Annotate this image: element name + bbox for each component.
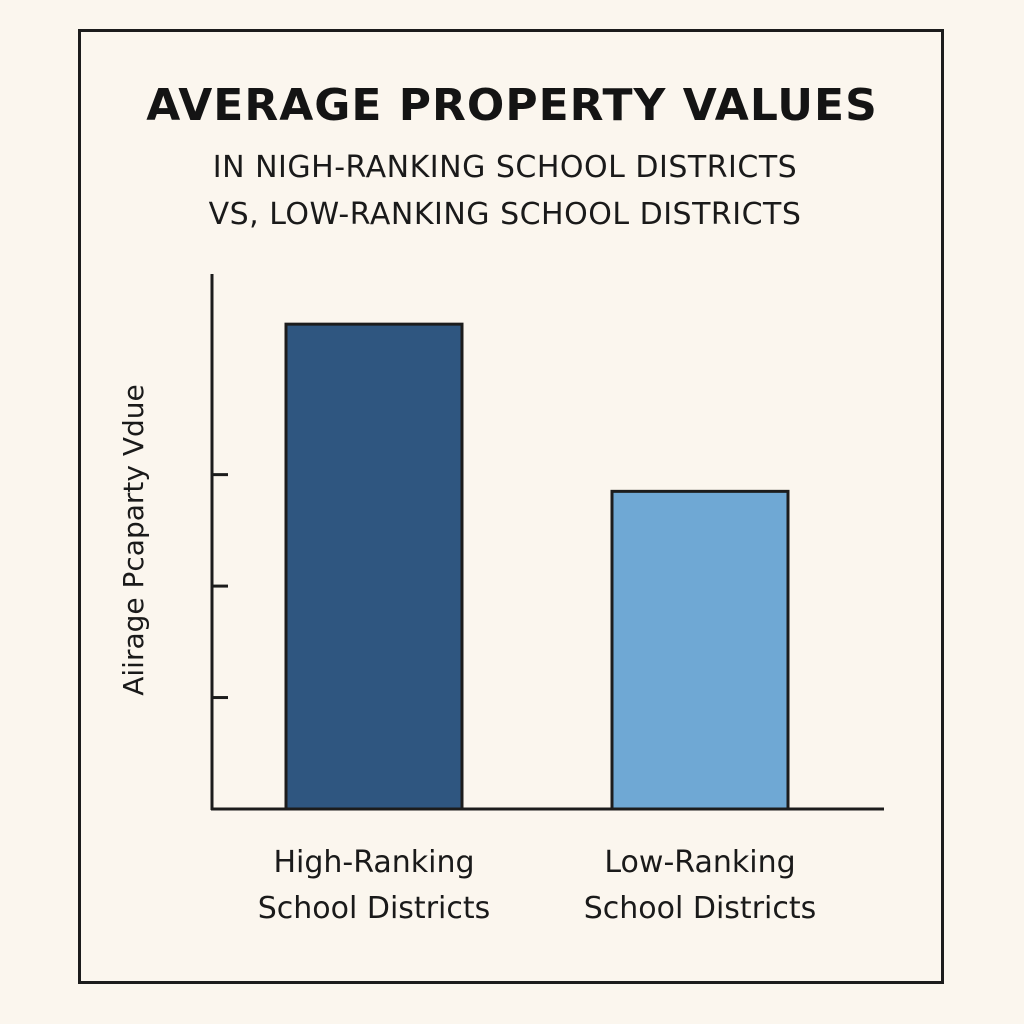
chart-frame <box>78 29 944 984</box>
x-category-label-1: High-Ranking School Districts <box>258 845 491 926</box>
x-category-label-1-line-2: School Districts <box>258 891 491 926</box>
x-category-label-2-line-1: Low-Ranking <box>604 845 795 880</box>
x-category-label-2-line-2: School Districts <box>584 891 817 926</box>
x-category-label-1-line-1: High-Ranking <box>273 845 474 880</box>
chart-subtitle-line-1: IN NIGH-RANKING SCHOOL DISTRICTS <box>212 150 798 185</box>
x-category-label-2: Low-Ranking School Districts <box>584 845 817 926</box>
y-axis-title: Aiirage Pcaparty Vdue <box>117 384 150 696</box>
plot-area: High-Ranking School Districts Low-Ranking S… <box>210 274 884 926</box>
bar-1 <box>284 322 464 811</box>
bar-2 <box>610 489 790 811</box>
chart-title: AVERAGE PROPERTY VALUES <box>146 80 878 131</box>
chart-subtitle-line-2: VS, LOW-RANKING SCHOOL DISTRICTS <box>208 197 802 232</box>
